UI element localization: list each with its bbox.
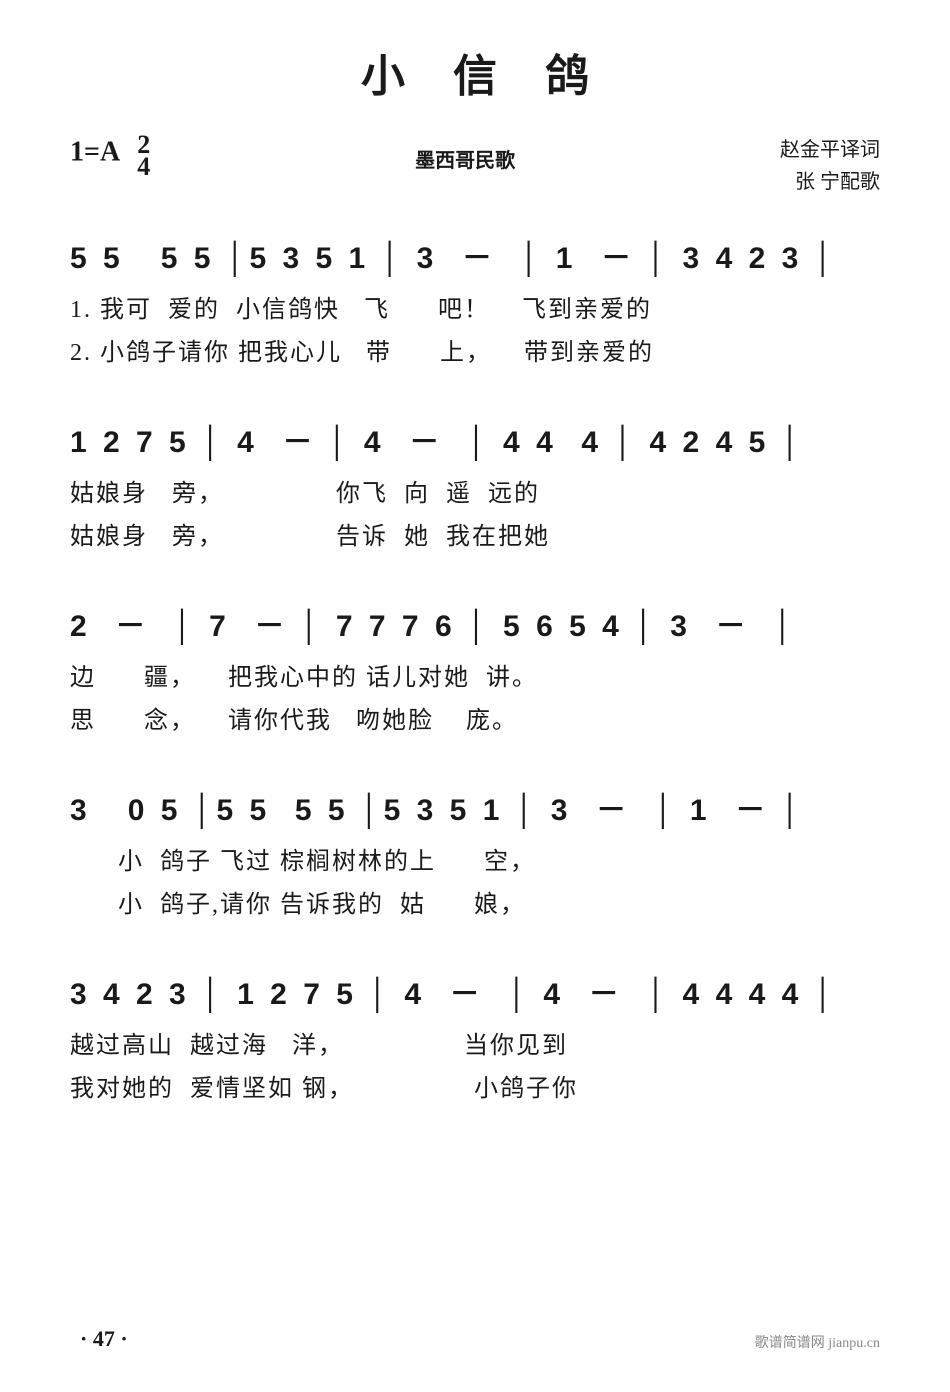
music-line-3: 2 － │ 7 － │ 7 7 7 6 │ 5 6 5 4 │ 3 － │ 边 …: [70, 601, 880, 735]
notes-row: 1 2 7 5 │ 4 － │ 4 － │ 4 4 4 │ 4 2 4 5 │: [70, 417, 880, 461]
lyric-row-2: 我对她的 爱情坚如 钢， 小鸽子你: [70, 1068, 880, 1103]
lyric-row-1: 越过高山 越过海 洋， 当你见到: [70, 1025, 880, 1060]
music-line-1: 5 5 5 5 │5 3 5 1 │ 3 － │ 1 － │ 3 4 2 3 │…: [70, 233, 880, 367]
song-title: 小信鸽: [70, 40, 880, 104]
time-signature: 2 4: [137, 134, 150, 178]
lyric-row-1: 姑娘身 旁， 你飞 向 遥 远的: [70, 473, 880, 508]
lyric-row-1: 小 鸽子 飞过 棕榈树林的上 空，: [70, 841, 880, 876]
subtitle: 墨西哥民歌: [150, 134, 780, 173]
lyric-row-2: 2. 小鸽子请你 把我心儿 带 上， 带到亲爱的: [70, 332, 880, 367]
notes-row: 2 － │ 7 － │ 7 7 7 6 │ 5 6 5 4 │ 3 － │: [70, 601, 880, 645]
credit-line-1: 赵金平译词: [780, 134, 880, 166]
lyric-row-1: 1. 我可 爱的 小信鸽快 飞 吧！ 飞到亲爱的: [70, 289, 880, 324]
music-line-2: 1 2 7 5 │ 4 － │ 4 － │ 4 4 4 │ 4 2 4 5 │ …: [70, 417, 880, 551]
music-line-5: 3 4 2 3 │ 1 2 7 5 │ 4 － │ 4 － │ 4 4 4 4 …: [70, 969, 880, 1103]
lyric-row-2: 姑娘身 旁， 告诉 她 我在把她: [70, 516, 880, 551]
time-bottom: 4: [137, 156, 150, 178]
lyric-row-1: 边 疆， 把我心中的 话儿对她 讲。: [70, 657, 880, 692]
credits: 赵金平译词 张 宁配歌: [780, 134, 880, 198]
notes-row: 3 0 5 │5 5 5 5 │5 3 5 1 │ 3 － │ 1 － │: [70, 785, 880, 829]
key-time: 1=A 2 4: [70, 134, 150, 178]
lyric-row-2: 小 鸽子,请你 告诉我的 姑 娘，: [70, 884, 880, 919]
lyric-row-2: 思 念， 请你代我 吻她脸 庞。: [70, 700, 880, 735]
page-number: · 47 ·: [80, 1326, 128, 1352]
watermark: 歌谱简谱网 jianpu.cn: [755, 1332, 880, 1352]
notes-row: 3 4 2 3 │ 1 2 7 5 │ 4 － │ 4 － │ 4 4 4 4 …: [70, 969, 880, 1013]
music-line-4: 3 0 5 │5 5 5 5 │5 3 5 1 │ 3 － │ 1 － │ 小 …: [70, 785, 880, 919]
header-row: 1=A 2 4 墨西哥民歌 赵金平译词 张 宁配歌: [70, 134, 880, 198]
notes-row: 5 5 5 5 │5 3 5 1 │ 3 － │ 1 － │ 3 4 2 3 │: [70, 233, 880, 277]
credit-line-2: 张 宁配歌: [780, 166, 880, 198]
key-signature: 1=A: [70, 137, 120, 168]
